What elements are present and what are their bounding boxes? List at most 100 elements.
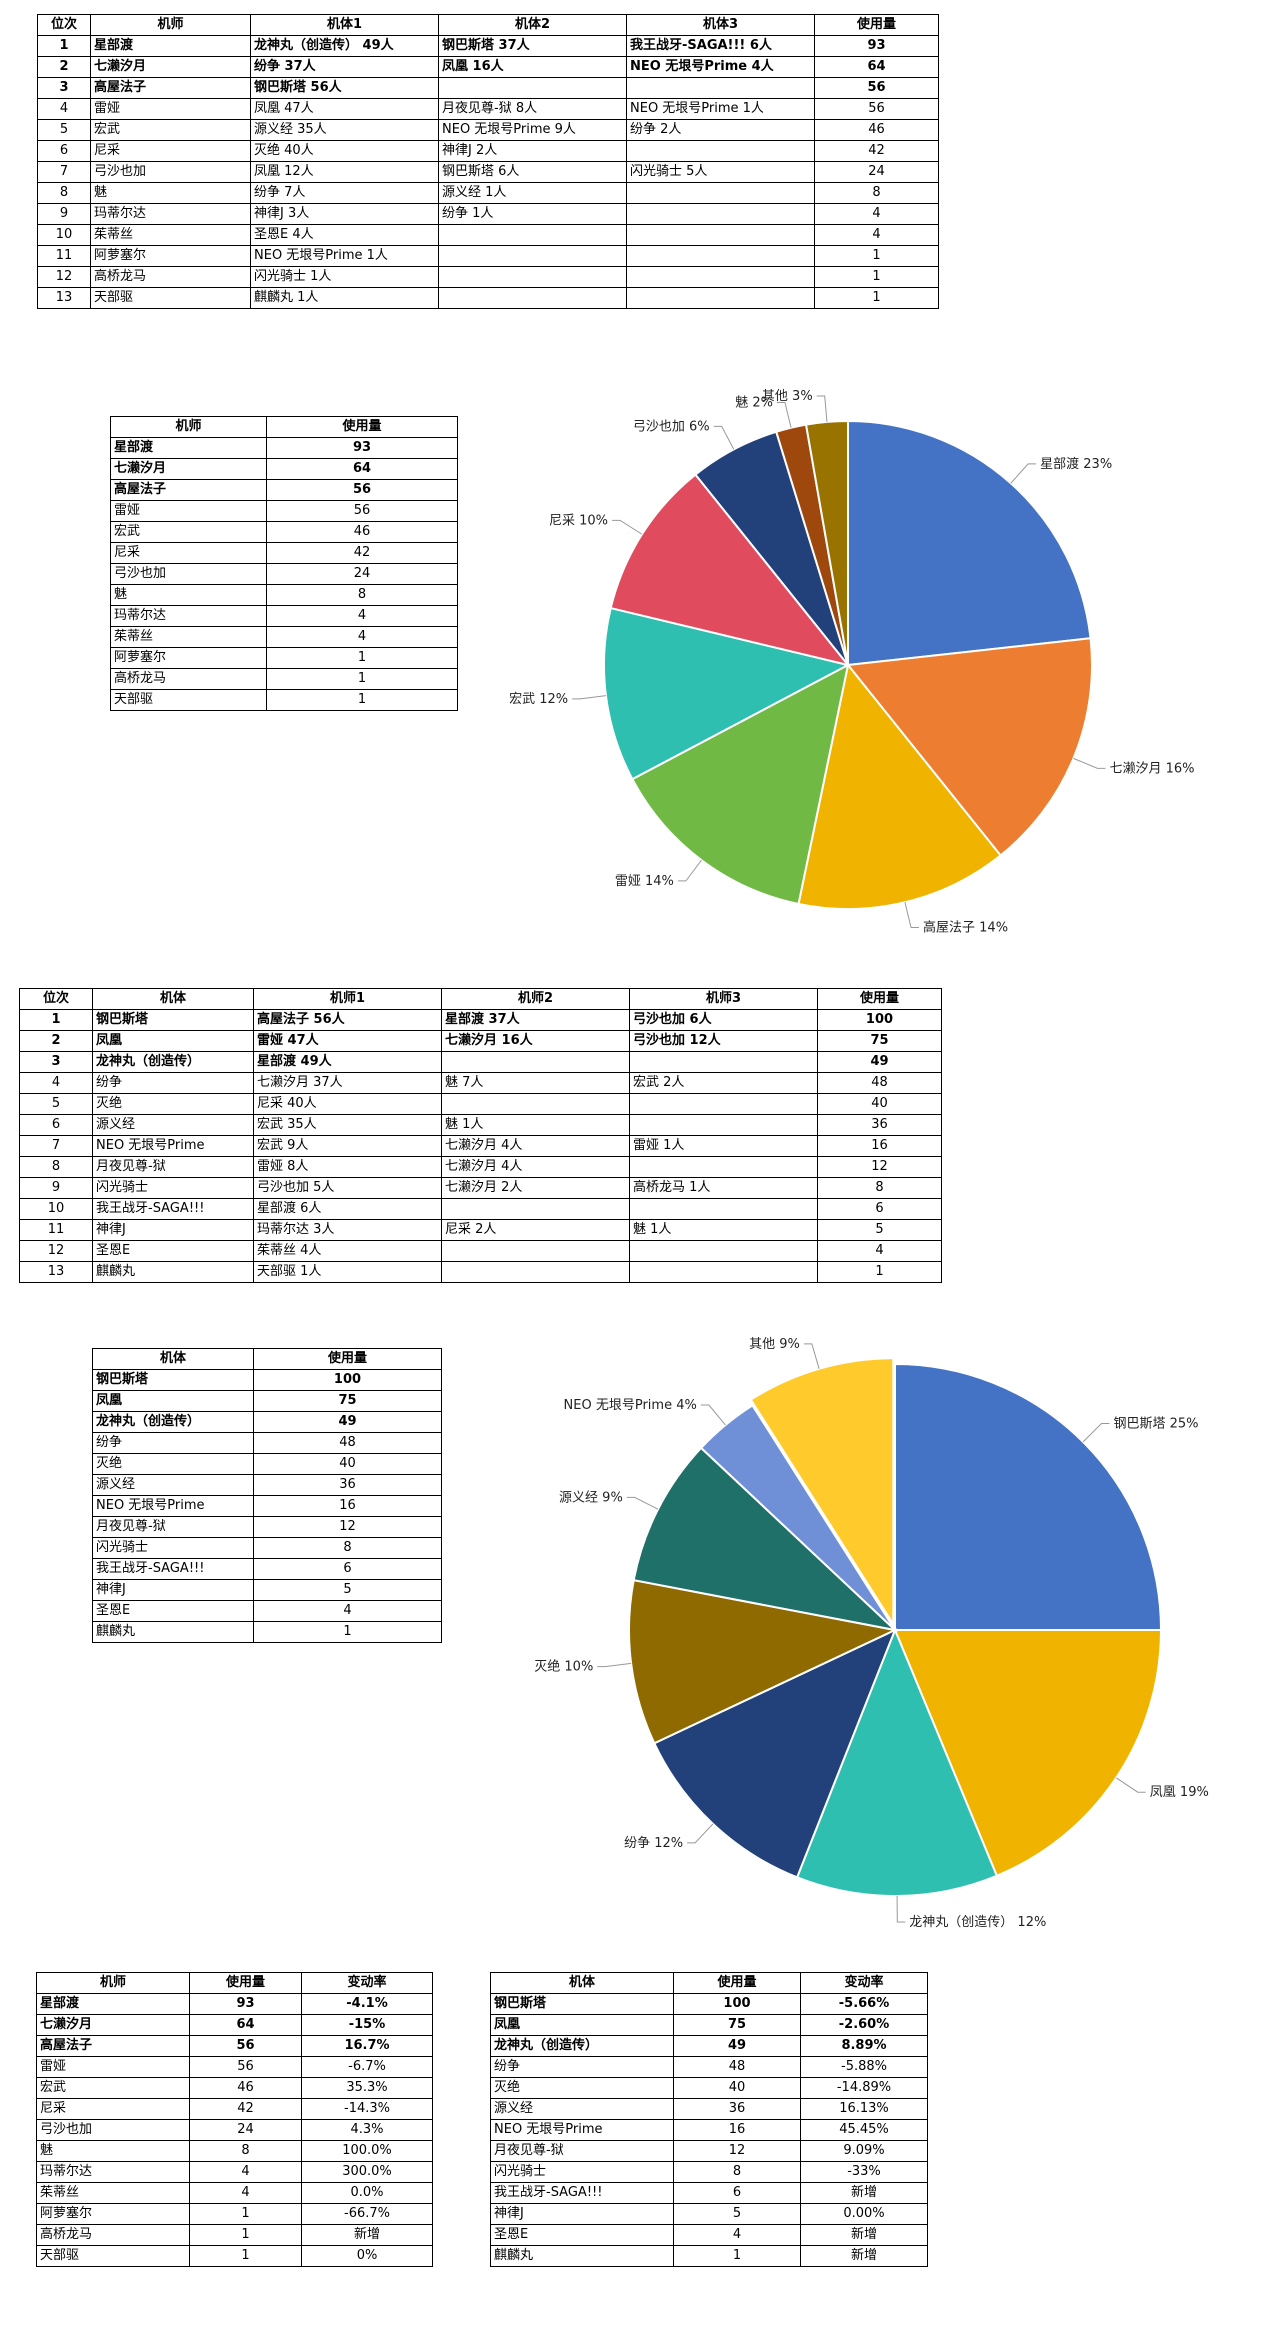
leader-line [1115, 1777, 1146, 1793]
table-cell: 钢巴斯塔 [92, 1009, 254, 1031]
table-cell: 宏武 35人 [253, 1114, 442, 1136]
slice-percent: 25% [1165, 1417, 1198, 1432]
table-cell [626, 140, 815, 162]
slice-category: 尼采 [549, 513, 575, 528]
table-cell: 100 [817, 1009, 942, 1031]
table-cell [626, 182, 815, 204]
table-cell: 75 [817, 1030, 942, 1052]
leader-line [896, 1895, 906, 1923]
column-header: 位次 [37, 14, 91, 36]
slice-label: 高屋法子 14% [923, 920, 1008, 936]
table-cell: 100 [253, 1369, 442, 1391]
table-row: 2 七濑汐月 纷争 37人 凤凰 16人 NEO 无垠号Prime 4人 64 [37, 56, 939, 78]
table-row: 纷争 48 -5.88% [490, 2056, 928, 2078]
table-row: 魅 8 100.0% [36, 2140, 433, 2162]
table-header-row: 位次 机体 机师1 机师2 机师3 使用量 [19, 988, 942, 1010]
slice-category: 源义经 [559, 1490, 598, 1505]
table-cell: 龙神丸（创造传） [490, 2035, 674, 2057]
table-cell: 5 [37, 119, 91, 141]
table-cell: 4 [189, 2161, 302, 2183]
slice-label: 魅 2% [735, 395, 773, 410]
table-cell: 64 [189, 2014, 302, 2036]
slice-category: 七濑汐月 [1109, 760, 1161, 776]
table-row: 纷争 48 [92, 1432, 442, 1454]
table-cell: 24 [814, 161, 939, 183]
table-cell: 1 [814, 287, 939, 309]
table-cell: NEO 无垠号Prime [490, 2119, 674, 2141]
slice-label: 雷娅 14% [615, 874, 674, 889]
table-cell: -14.3% [301, 2098, 433, 2120]
pilot-usage-pie-chart: 星部渡 23%七濑汐月 16%高屋法子 14%雷娅 14%宏武 12%尼采 10… [509, 389, 1194, 936]
table-cell: 13 [37, 287, 91, 309]
table-cell: 0% [301, 2245, 433, 2267]
table-cell [441, 1051, 630, 1073]
table-cell: 8 [37, 182, 91, 204]
table-row: 我王战牙-SAGA!!! 6 [92, 1558, 442, 1580]
table-cell: 七濑汐月 16人 [441, 1030, 630, 1052]
table-cell: 12 [673, 2140, 801, 2162]
table-cell: 75 [673, 2014, 801, 2036]
table-cell: 雷娅 1人 [629, 1135, 818, 1157]
table-cell: 麒麟丸 [490, 2245, 674, 2267]
slice-category: 雷娅 [615, 874, 641, 889]
table-row: 高桥龙马 1 新增 [36, 2224, 433, 2246]
table-cell: 神律J [490, 2203, 674, 2225]
table-cell: 1 [253, 1621, 442, 1643]
table-cell: 星部渡 49人 [253, 1051, 442, 1073]
table-cell: 天部驱 1人 [253, 1261, 442, 1283]
table-cell: 16 [817, 1135, 942, 1157]
table-row: 玛蒂尔达 4 300.0% [36, 2161, 433, 2183]
table-row: 4 纷争 七濑汐月 37人魅 7人 宏武 2人 48 [19, 1072, 942, 1094]
leader-line [597, 1662, 632, 1668]
table-row: 12 高桥龙马 闪光骑士 1人 1 [37, 266, 939, 288]
table-row: 凤凰 75 -2.60% [490, 2014, 928, 2036]
table-cell: 8 [189, 2140, 302, 2162]
table-cell: -66.7% [301, 2203, 433, 2225]
table-cell: 12 [19, 1240, 93, 1262]
table-cell: 麒麟丸 [92, 1261, 254, 1283]
table-row: 9 闪光骑士 弓沙也加 5人 七濑汐月 2人 高桥龙马 1人 8 [19, 1177, 942, 1199]
table-cell: 宏武 9人 [253, 1135, 442, 1157]
table-cell [629, 1240, 818, 1262]
table-row: 11 阿萝塞尔 NEO 无垠号Prime 1人 1 [37, 245, 939, 267]
table-cell: 玛蒂尔达 [36, 2161, 190, 2183]
slice-category: 魅 [735, 395, 748, 410]
table-cell: 魅 7人 [441, 1072, 630, 1094]
table-cell: 弓沙也加 12人 [629, 1030, 818, 1052]
table-row: 麒麟丸 1 [92, 1621, 442, 1643]
table-cell: 93 [814, 35, 939, 57]
table-cell: 月夜见尊-狱 [490, 2140, 674, 2162]
table-cell: 闪光骑士 [92, 1177, 254, 1199]
table-cell: 9 [19, 1177, 93, 1199]
table-row: 龙神丸（创造传） 49 [92, 1411, 442, 1433]
slice-label: 钢巴斯塔 25% [1113, 1417, 1198, 1432]
slice-label: 宏武 12% [509, 692, 568, 707]
table-cell [629, 1156, 818, 1178]
table-cell [626, 203, 815, 225]
table-cell: 凤凰 47人 [250, 98, 439, 120]
table-cell: 宏武 [36, 2077, 190, 2099]
table-cell: 4 [814, 203, 939, 225]
table-header-row: 机师 使用量 变动率 [36, 1972, 433, 1994]
column-header: 机师3 [629, 988, 818, 1010]
table-cell: 月夜见尊-狱 [92, 1156, 254, 1178]
slice-label: 源义经 9% [559, 1490, 623, 1505]
table-cell: 1 [817, 1261, 942, 1283]
table-cell: 尼采 [110, 542, 267, 564]
table-row: 1 星部渡 龙神丸（创造传） 49人 钢巴斯塔 37人 我王战牙-SAGA!!! 6人 9… [37, 35, 939, 57]
table-cell: 2 [37, 56, 91, 78]
slice-percent: 9% [598, 1490, 623, 1505]
table-cell: NEO 无垠号Prime 9人 [438, 119, 627, 141]
table-cell: 龙神丸（创造传） 49人 [250, 35, 439, 57]
leader-line [572, 695, 606, 700]
table-row: 七濑汐月 64 -15% [36, 2014, 433, 2036]
table-cell: 我王战牙-SAGA!!! [92, 1198, 254, 1220]
table-cell: 36 [673, 2098, 801, 2120]
table-cell: -5.66% [800, 1993, 928, 2015]
table-row: 灭绝 40 [92, 1453, 442, 1475]
slice-category: 弓沙也加 [633, 419, 685, 434]
table-row: 5 宏武 源义经 35人 NEO 无垠号Prime 9人 纷争 2人 46 [37, 119, 939, 141]
slice-percent: 12% [650, 1836, 683, 1851]
table-cell [629, 1093, 818, 1115]
table-row: 8 月夜见尊-狱 雷娅 8人 七濑汐月 4人 12 [19, 1156, 942, 1178]
